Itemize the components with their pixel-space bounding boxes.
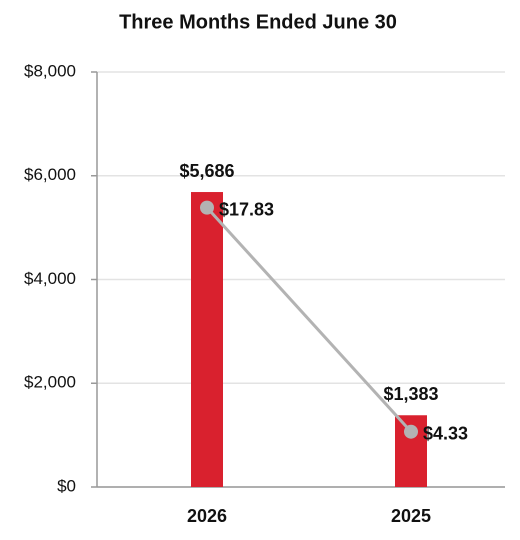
chart-title: Three Months Ended June 30 [119, 11, 397, 33]
line-marker [200, 200, 214, 215]
y-tick-label: $2,000 [24, 373, 76, 392]
line-value-label: $17.83 [219, 199, 274, 219]
y-tick-label: $0 [57, 476, 76, 495]
x-tick-label: 2025 [391, 506, 431, 526]
y-tick-label: $8,000 [24, 61, 76, 80]
line-value-label: $4.33 [423, 423, 468, 443]
bar-value-label: $1,383 [383, 384, 438, 404]
line-marker [404, 424, 418, 439]
x-tick-label: 2026 [187, 506, 227, 526]
y-tick-label: $4,000 [24, 269, 76, 288]
y-tick-label: $6,000 [24, 165, 76, 184]
bar-value-label: $5,686 [179, 161, 234, 181]
bar [191, 192, 223, 487]
line [205, 206, 413, 433]
